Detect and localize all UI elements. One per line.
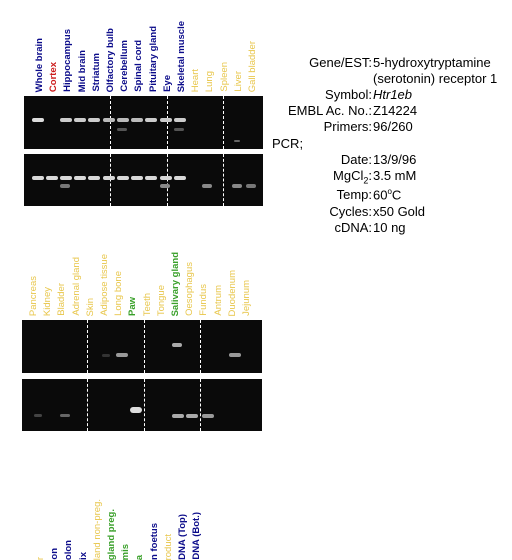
lane-label: DNA (Top) [177,514,188,560]
lane-label: Salivary gland [170,252,181,317]
lane-label: Spinal cord [133,40,145,92]
lane-label: Adrenal gland [70,257,82,316]
gene-value-line2: (serotonin) receptor 1 [373,71,498,86]
date-key: Date: [340,152,372,167]
lane-label: on [49,548,61,560]
lane-label: a [134,555,146,560]
embl-key: EMBL Ac. No.: [287,103,372,118]
lane-label: roduct [162,534,174,560]
gene-key: Gene/EST: [309,55,372,70]
date-value: 13/9/96 [373,152,417,167]
panel2-gel-top [22,320,262,373]
lane-label: Teeth [141,293,153,317]
cdna-key: cDNA: [334,220,372,235]
cycles-key: Cycles: [329,204,372,219]
lane-label: Hippocampus [62,29,74,92]
primers-key: Primers: [323,119,372,134]
lane-label: Paw [127,297,139,317]
temp-key: Temp: [336,187,372,202]
lane-label: Pancreas [28,276,39,317]
lane-label: mis [120,544,132,560]
lane-label: Oesophagus [184,262,196,316]
lane-label: Kidney [42,287,54,317]
lane-label: Spleen [218,62,230,92]
lane-label: olon [63,540,75,560]
mgcl-value: 3.5 mM [373,168,417,183]
panel1-gel-bottom [24,154,263,206]
panel2-gel-bottom [22,379,262,431]
mgcl-key: MgCl2: [333,168,372,186]
lane-label: Cerebellum [119,40,131,92]
symbol-key: Symbol: [325,87,372,102]
primers-value: 96/260 [373,119,413,134]
temp-value: 60oC [373,187,402,203]
lane-label: Whole brain [34,38,45,93]
panel1-gel-top [24,96,263,149]
lane-label: Eye [161,75,173,92]
cdna-value: 10 ng [373,220,406,235]
lane-label: DNA (Bot.) [191,512,203,560]
lane-label: n foetus [148,523,160,560]
lane-label: Skeletal muscle [176,21,187,93]
lane-label: Adipose tissue [99,254,110,316]
lane-label: Heart [190,69,202,93]
lane-label: Lung [204,71,216,93]
lane-label: Striatum [90,53,102,92]
lane-label: Duodenum [226,270,238,317]
lane-label: Fundus [198,284,210,316]
lane-label: Bladder [56,283,68,316]
lane-label: Jejunum [241,280,252,316]
lane-label: Antrum [212,285,224,316]
lane-label: land non-preg. [91,499,103,560]
gene-value-line1: 5-hydroxytryptamine [373,55,491,70]
lane-label: Pituitary gland [147,26,159,92]
lane-label: Skin [84,298,96,317]
lane-label: gland preg. [106,509,117,560]
cycles-value: x50 Gold [373,204,426,219]
pcr-label: PCR; [272,136,304,151]
symbol-value: Htr1eb [373,87,413,102]
lane-label: Long bone [113,271,125,316]
lane-label: Gall bladder [247,41,258,93]
lane-label: Liver [232,71,244,92]
lane-label: Mid brain [76,50,88,93]
embl-value: Z14224 [373,103,418,118]
lane-label: ix [77,552,89,560]
lane-label: Olfactory bulb [105,28,116,93]
lane-label: Cortex [48,62,60,93]
lane-label: Tongue [155,285,167,317]
